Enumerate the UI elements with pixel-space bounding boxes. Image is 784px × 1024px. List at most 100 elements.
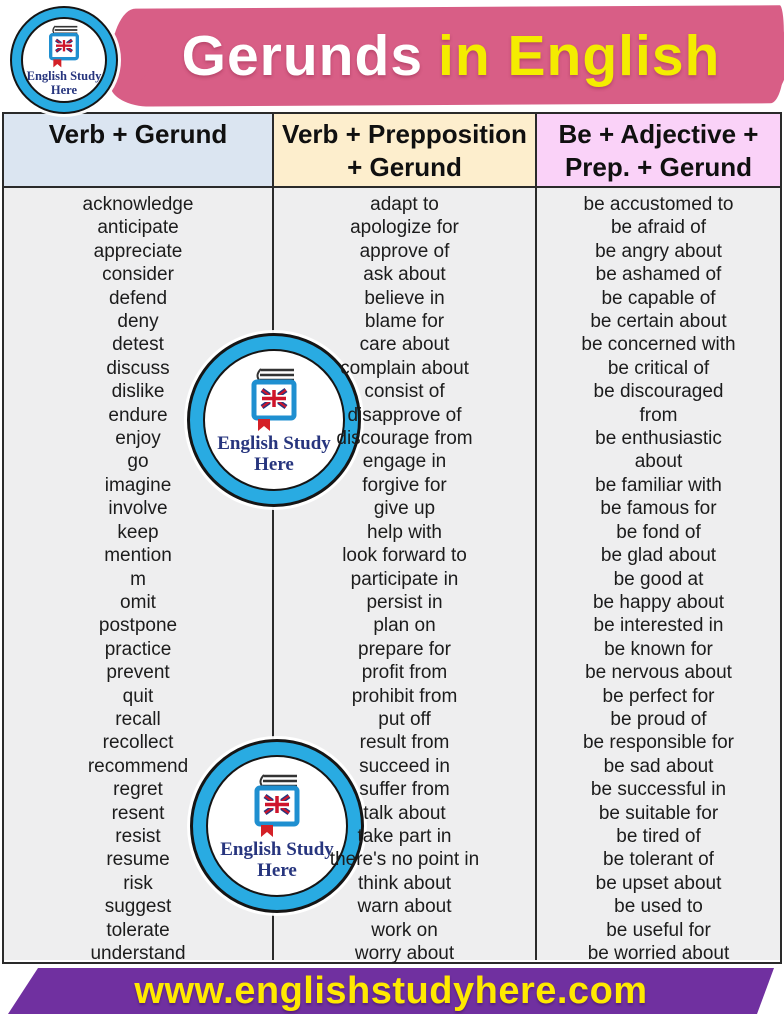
word-item: be tired of (616, 825, 701, 847)
word-item: recollect (102, 732, 174, 754)
word-item: understand (90, 943, 186, 964)
column-verb-preposition-gerund-list: adapt to apologize for approve of ask about… (274, 188, 537, 964)
word-item: care about (359, 334, 450, 356)
word-item: acknowledge (82, 194, 194, 215)
word-item: be discouraged (593, 381, 724, 403)
word-item: consider (102, 264, 174, 286)
word-item: warn about (357, 896, 452, 918)
header-line: Be + Adjective + (558, 119, 759, 149)
word-item: be afraid of (610, 217, 707, 239)
word-item: tolerate (106, 919, 170, 941)
column-header-be-adjective-prep-gerund: Be + Adjective + Prep. + Gerund (537, 114, 780, 186)
word-item: be suitable for (598, 802, 719, 824)
word-item: be useful for (606, 919, 711, 941)
footer-banner: www.englishstudyhere.com (8, 968, 774, 1014)
word-item: endure (108, 404, 168, 426)
header-line: + Gerund (347, 152, 462, 182)
header-line: Verb + Gerund (48, 119, 228, 149)
word-item: ask about (363, 264, 446, 286)
header-line: Verb + Prepposition (282, 119, 527, 149)
word-item: complain about (340, 357, 469, 379)
logo-text-line1: English Study (217, 432, 331, 454)
page-title: Gerunds in English (118, 7, 784, 105)
word-item: be accustomed to (583, 194, 734, 215)
word-item: practice (104, 638, 172, 660)
word-item: enjoy (115, 428, 161, 450)
word-item: succeed in (359, 755, 450, 777)
title-part-yellow: in English (438, 24, 721, 88)
word-item: blame for (364, 311, 445, 333)
column-header-verb-preposition-gerund: Verb + Prepposition + Gerund (274, 114, 537, 186)
word-item: involve (108, 498, 168, 520)
word-item: be happy about (592, 591, 724, 613)
word-item: result from (359, 732, 450, 754)
word-item: recommend (87, 755, 189, 777)
word-item: resume (106, 849, 170, 871)
word-item: be good at (613, 568, 704, 590)
word-item: participate in (350, 568, 459, 590)
word-item: be capable of (601, 287, 716, 309)
book-icon (251, 367, 297, 431)
word-item: about (634, 451, 683, 473)
book-icon (254, 773, 300, 837)
word-item: be perfect for (602, 685, 715, 707)
word-item: imagine (104, 474, 172, 496)
table-header-row: Verb + Gerund Verb + Prepposition + Gerun… (4, 114, 780, 188)
word-item: appreciate (93, 240, 183, 262)
word-item: regret (113, 779, 163, 801)
word-item: be enthusiastic (595, 428, 722, 450)
word-item: worry about (354, 943, 455, 964)
word-item: deny (117, 311, 159, 333)
word-item: consist of (364, 381, 445, 403)
word-item: from (639, 404, 678, 426)
word-item: dislike (111, 381, 165, 403)
word-item: believe in (364, 287, 445, 309)
word-item: suggest (104, 896, 172, 918)
word-item: be famous for (600, 498, 717, 520)
word-item: apologize for (350, 217, 459, 239)
word-item: work on (371, 919, 438, 941)
logo-badge: English Study Here (187, 333, 361, 507)
logo-oval: English Study Here (10, 6, 118, 114)
header-line: Prep. + Gerund (564, 152, 753, 182)
word-item: be ashamed of (595, 264, 722, 286)
logo-inner: English Study Here (203, 349, 345, 491)
title-part-white: Gerunds (181, 24, 424, 88)
logo-text-line2: Here (50, 82, 78, 97)
footer-url: www.englishstudyhere.com (134, 969, 648, 1012)
word-item: m (130, 568, 146, 590)
word-item: there's no point in (329, 849, 480, 871)
table-body: acknowledge anticipate appreciate consider d… (4, 188, 780, 964)
word-item: quit (122, 685, 154, 707)
word-item: be known for (604, 638, 713, 660)
word-item: disapprove of (347, 404, 462, 426)
word-item: detest (112, 334, 164, 356)
word-item: be used to (614, 896, 703, 918)
logo-text: English Study Here (217, 433, 331, 475)
word-item: be fond of (616, 521, 701, 543)
word-item: risk (123, 872, 153, 894)
word-item: be concerned with (581, 334, 736, 356)
word-item: postpone (98, 615, 178, 637)
word-item: resist (115, 825, 161, 847)
word-item: engage in (362, 451, 447, 473)
word-item: persist in (366, 591, 443, 613)
word-item: forgive for (362, 474, 447, 496)
logo-text: English Study Here (220, 839, 334, 881)
word-item: be nervous about (585, 662, 732, 684)
word-item: be certain about (590, 311, 727, 333)
word-item: recall (115, 708, 161, 730)
word-item: suffer from (359, 779, 450, 801)
word-item: be interested in (593, 615, 724, 637)
word-item: prepare for (358, 638, 451, 660)
logo-inner: English Study Here (206, 755, 348, 897)
word-item: prevent (106, 662, 170, 684)
word-item: be worried about (587, 943, 730, 964)
word-item: be familiar with (595, 474, 722, 496)
column-be-adjective-prep-gerund-list: be accustomed to be afraid of be angry abo… (537, 188, 780, 964)
word-item: anticipate (97, 217, 179, 239)
gerund-table: Verb + Gerund Verb + Prepposition + Gerun… (2, 112, 782, 964)
word-item: keep (117, 521, 159, 543)
column-verb-gerund-list: acknowledge anticipate appreciate consider d… (4, 188, 274, 964)
word-item: look forward to (342, 545, 467, 567)
